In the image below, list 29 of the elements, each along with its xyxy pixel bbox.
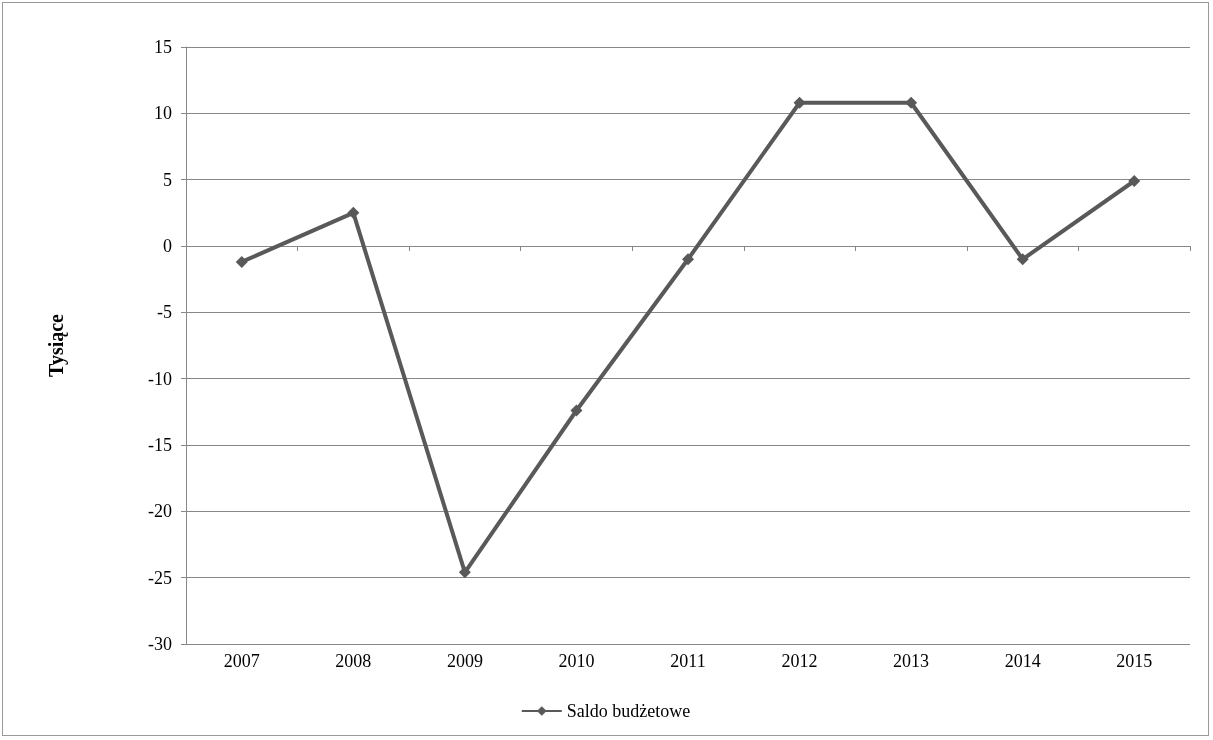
y-tick-label: -15	[148, 435, 172, 455]
x-tick-label: 2010	[558, 651, 595, 671]
point	[1016, 253, 1029, 266]
x-tick-label: 2009	[446, 651, 483, 671]
point	[347, 206, 360, 219]
point	[682, 253, 694, 266]
point	[1128, 174, 1141, 187]
point	[905, 96, 918, 109]
y-tick-label: 15	[154, 37, 172, 57]
y-tick-label: -10	[148, 368, 172, 389]
point	[458, 566, 471, 579]
point	[570, 404, 583, 417]
x-tick-label: 2013	[893, 651, 930, 671]
y-tick-label: -30	[148, 634, 172, 654]
y-axis-title: Tysiące	[45, 313, 68, 377]
x-tick-label: 2012	[781, 651, 818, 671]
x-tick-label: 2007	[223, 651, 260, 671]
y-tick-label: 5	[163, 169, 172, 190]
legend-label: Saldo budżetowe	[566, 701, 691, 721]
x-tick-label: 2015	[1116, 651, 1153, 671]
y-tick-label: 10	[154, 103, 172, 124]
y-tick-label: -5	[157, 302, 172, 323]
x-tick-label: 2011	[670, 651, 706, 671]
y-tick-label: -20	[148, 501, 172, 522]
point	[235, 255, 248, 268]
x-tick-label: 2014	[1004, 651, 1041, 671]
x-tick-label: 2008	[335, 651, 372, 671]
y-tick-label: -25	[148, 567, 172, 588]
y-tick-label: 0	[163, 236, 172, 256]
